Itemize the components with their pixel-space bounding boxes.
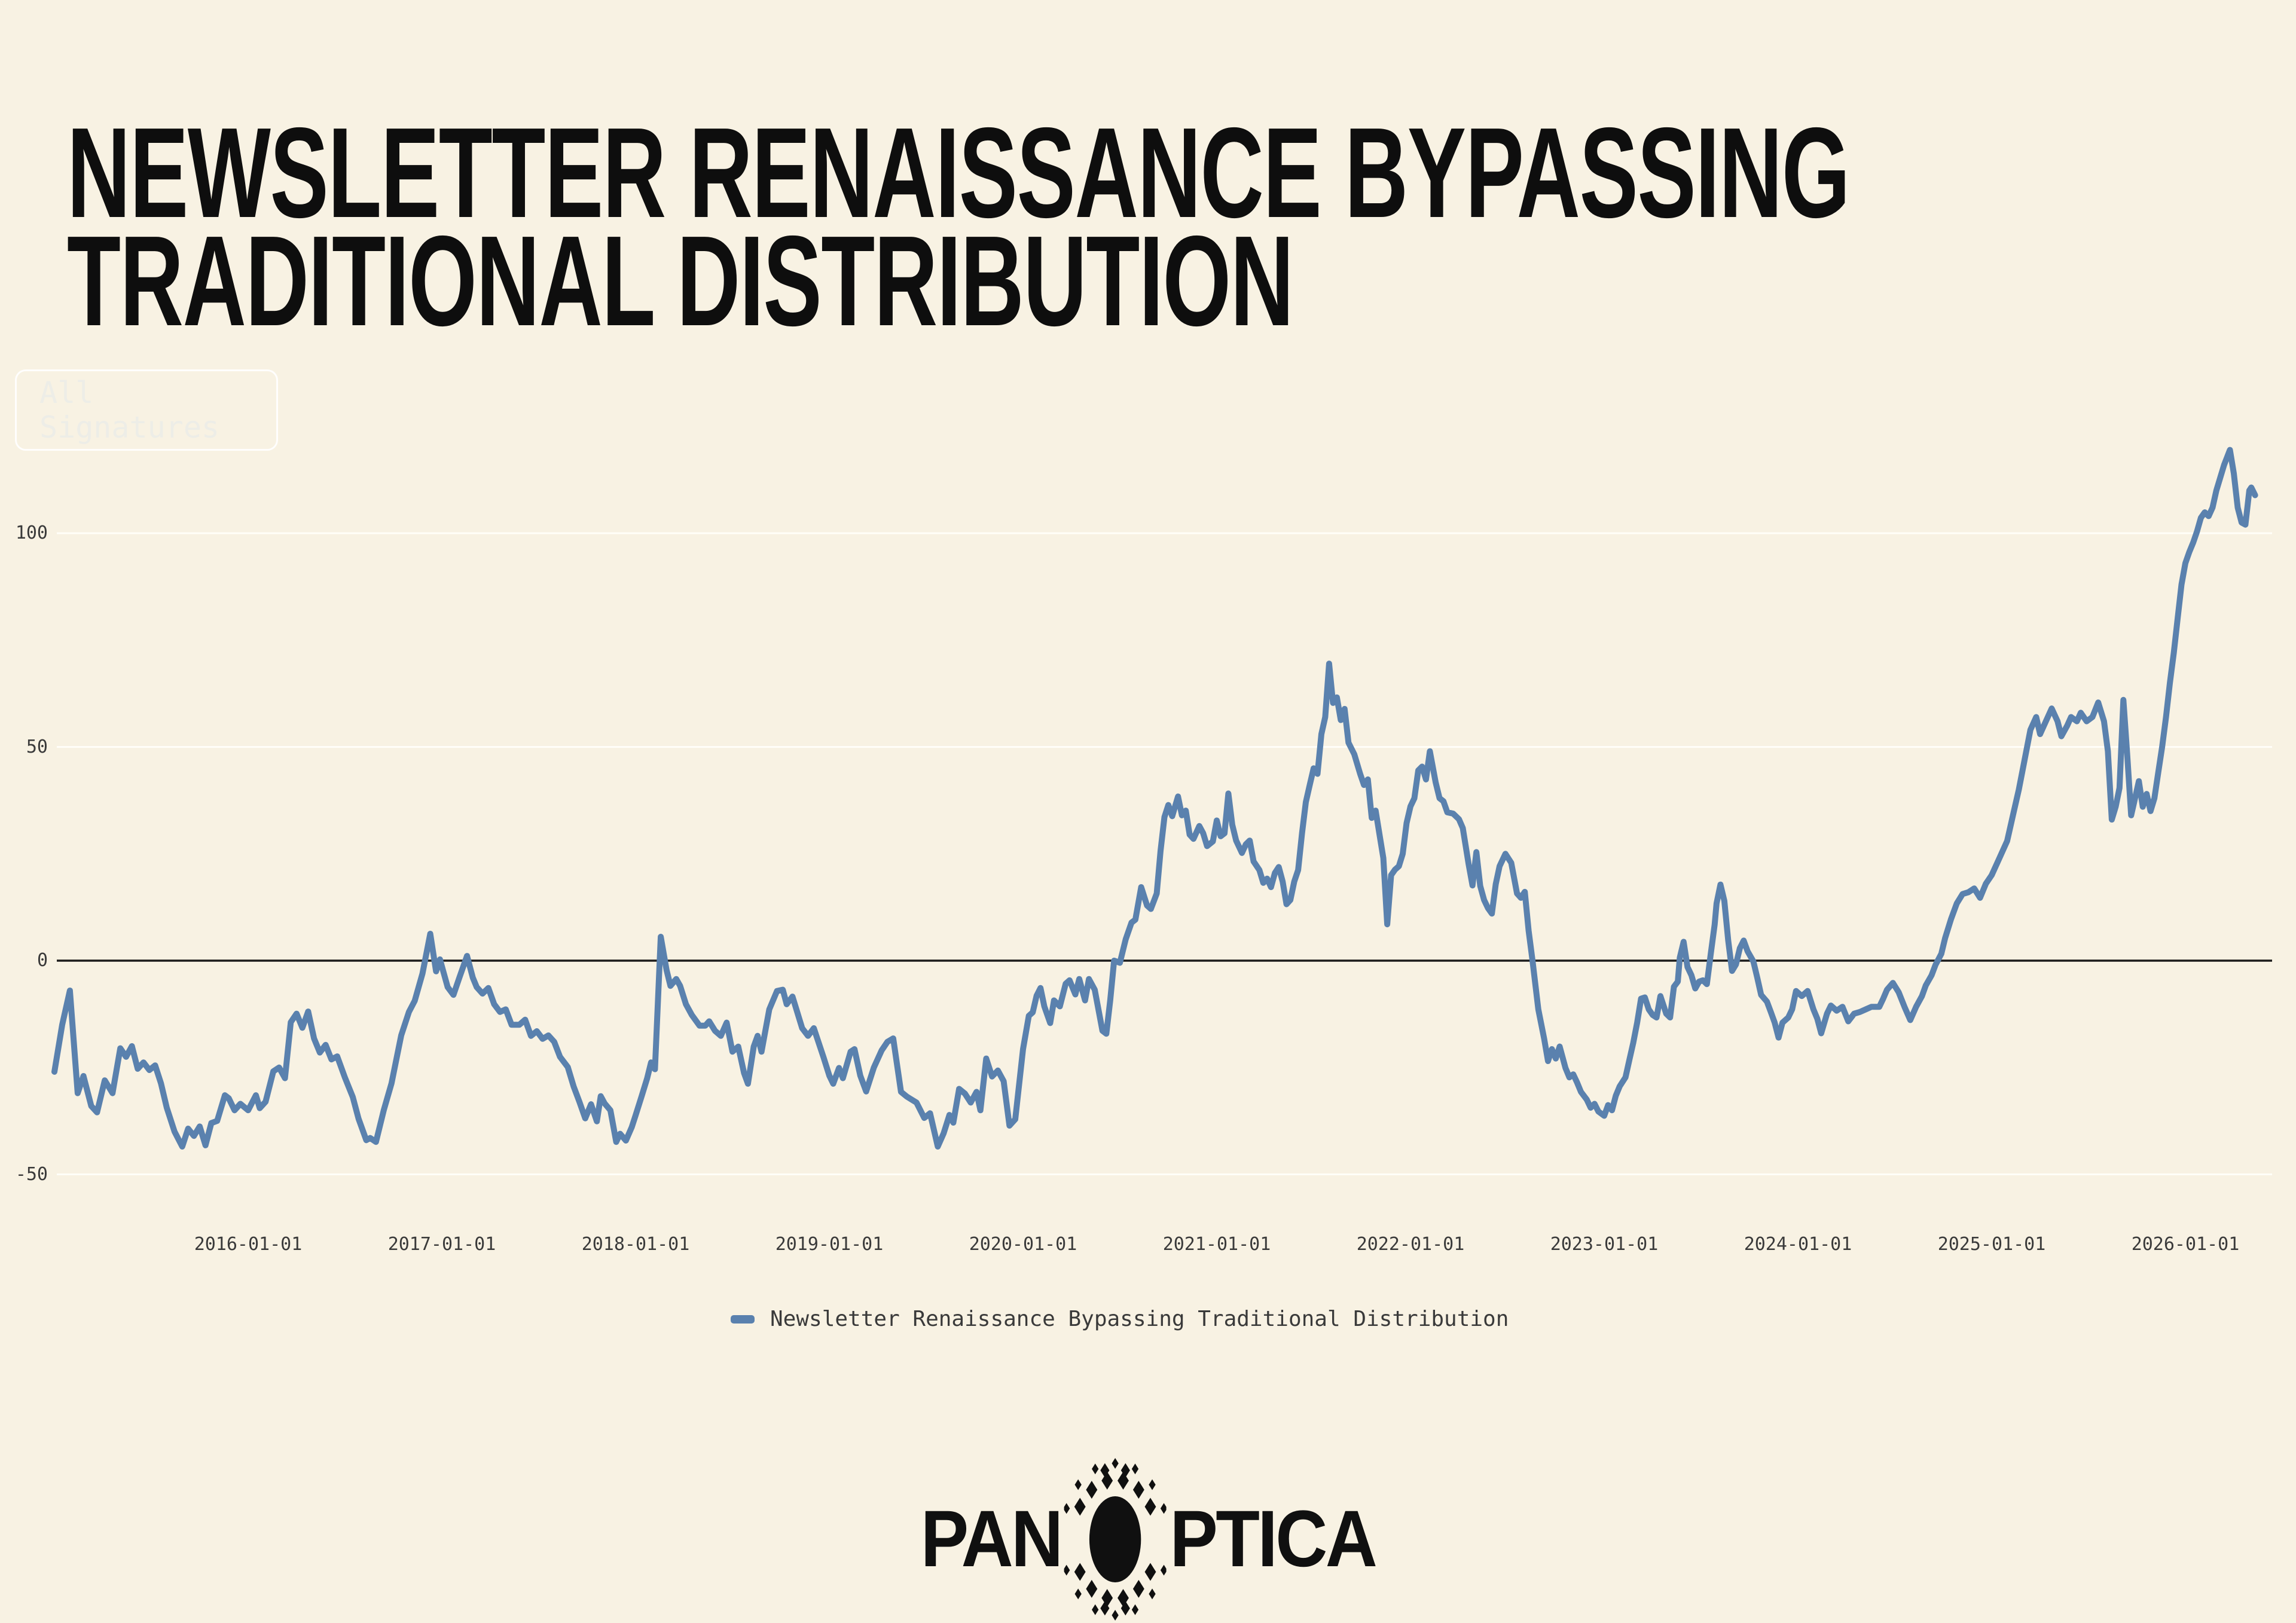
logo-halo-diamond	[1144, 1497, 1156, 1516]
signature-filter-label: All Signatures	[39, 375, 220, 445]
x-tick-label-2021-01-01: 2021-01-01	[1162, 1234, 1271, 1255]
logo-halo-diamond	[1074, 1479, 1082, 1490]
logo-halo-diamond	[1086, 1481, 1098, 1499]
legend[interactable]: Newsletter Renaissance Bypassing Traditi…	[731, 1307, 1509, 1331]
x-tick-label-2017-01-01: 2017-01-01	[387, 1234, 496, 1255]
page-title: NEWSLETTER RENAISSANCE BYPASSING TRADITI…	[67, 100, 1850, 353]
logo-halo-diamond	[1132, 1463, 1139, 1475]
logo-halo-diamond	[1074, 1563, 1086, 1581]
logo-halo-diamond	[1161, 1503, 1167, 1514]
series-line-0	[51, 447, 2258, 1150]
x-tick-label-2023-01-01: 2023-01-01	[1550, 1234, 1659, 1255]
legend-swatch	[731, 1315, 755, 1324]
y-tick-label-50: 50	[26, 736, 48, 757]
logo-halo-diamond	[1144, 1563, 1156, 1581]
y-tick-label-100: 100	[15, 522, 48, 543]
x-tick-label-2016-01-01: 2016-01-01	[194, 1234, 303, 1255]
x-tick-label-2019-01-01: 2019-01-01	[775, 1234, 884, 1255]
x-tick-label-2025-01-01: 2025-01-01	[1937, 1234, 2046, 1255]
logo-halo-diamond	[1064, 1564, 1070, 1576]
x-tick-label-2026-01-01: 2026-01-01	[2131, 1234, 2240, 1255]
logo-halo-diamond	[1149, 1479, 1156, 1490]
logo-halo-diamond	[1112, 1458, 1119, 1469]
logo-text-ptica: PTICA	[1170, 1494, 1377, 1584]
logo-halo-diamond	[1133, 1579, 1145, 1598]
logo-halo-diamond	[1133, 1481, 1145, 1499]
signature-filter-dropdown[interactable]: All Signatures	[15, 369, 278, 451]
logo-halo-diamond	[1092, 1463, 1099, 1475]
logo-halo-diamond	[1112, 1610, 1119, 1621]
logo-halo-diamond	[1092, 1604, 1099, 1615]
logo-halo-diamond	[1132, 1604, 1139, 1615]
logo-halo-diamond	[1161, 1564, 1167, 1576]
panoptica-eye-icon	[1064, 1458, 1167, 1621]
y-tick-label--50: -50	[15, 1163, 48, 1185]
panoptica-logo: PAN PTICA	[115, 1458, 2181, 1621]
logo-text-pan: PAN	[920, 1494, 1063, 1584]
logo-halo-diamond	[1074, 1497, 1086, 1516]
logo-halo-diamond	[1064, 1503, 1070, 1514]
legend-label: Newsletter Renaissance Bypassing Traditi…	[770, 1307, 1509, 1331]
x-tick-label-2024-01-01: 2024-01-01	[1744, 1234, 1852, 1255]
x-tick-label-2018-01-01: 2018-01-01	[581, 1234, 690, 1255]
y-tick-label-0: 0	[36, 950, 48, 971]
logo-halo-diamond	[1074, 1588, 1082, 1600]
logo-halo-diamond	[1149, 1588, 1156, 1600]
x-tick-label-2020-01-01: 2020-01-01	[969, 1234, 1077, 1255]
x-tick-label-2022-01-01: 2022-01-01	[1356, 1234, 1465, 1255]
logo-halo-diamond	[1086, 1579, 1098, 1598]
